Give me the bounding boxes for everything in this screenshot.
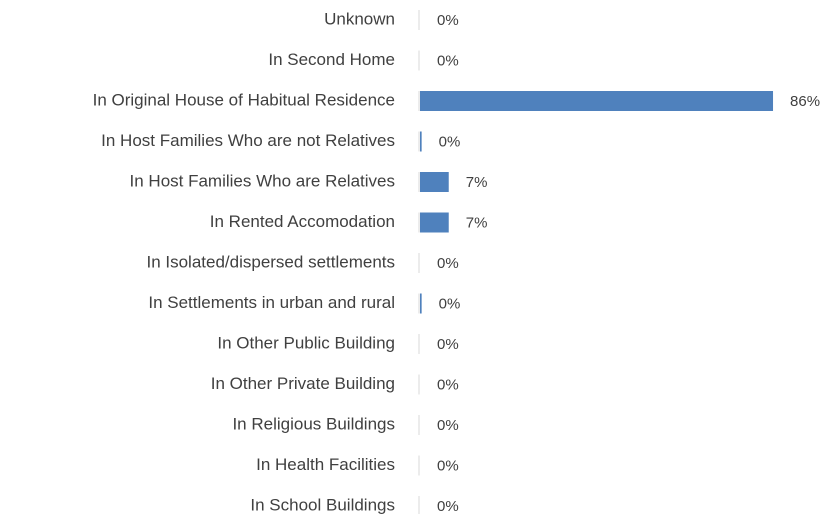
- category-label: In Health Facilities: [256, 455, 395, 474]
- category-label: In Rented Accomodation: [210, 212, 395, 231]
- bar: [420, 131, 422, 152]
- value-label: 0%: [437, 52, 459, 69]
- value-label: 0%: [439, 295, 461, 312]
- value-label: 0%: [437, 336, 459, 353]
- value-label: 86%: [790, 93, 820, 110]
- category-label: In Settlements in urban and rural: [148, 293, 395, 312]
- value-label: 0%: [439, 133, 461, 150]
- bar: [420, 172, 449, 192]
- value-label: 0%: [437, 12, 459, 29]
- category-label: In Second Home: [268, 50, 395, 69]
- category-label: Unknown: [324, 9, 395, 28]
- category-label: In Other Private Building: [211, 374, 395, 393]
- value-label: 0%: [437, 376, 459, 393]
- category-label: In Other Public Building: [217, 333, 395, 352]
- value-label: 0%: [437, 255, 459, 272]
- bar: [420, 293, 422, 314]
- bar: [420, 91, 774, 111]
- value-label: 0%: [437, 457, 459, 474]
- category-label: In Host Families Who are not Relatives: [101, 131, 395, 150]
- value-label: 0%: [437, 498, 459, 514]
- bar: [420, 212, 449, 233]
- value-label: 7%: [466, 174, 488, 191]
- value-label: 0%: [437, 417, 459, 434]
- category-label: In Host Families Who are Relatives: [130, 171, 395, 190]
- category-label: In Isolated/dispersed settlements: [146, 252, 395, 271]
- category-label: In Original House of Habitual Residence: [93, 90, 395, 109]
- value-label: 7%: [466, 214, 488, 231]
- category-label: In Religious Buildings: [232, 414, 395, 433]
- category-label: In School Buildings: [250, 495, 395, 514]
